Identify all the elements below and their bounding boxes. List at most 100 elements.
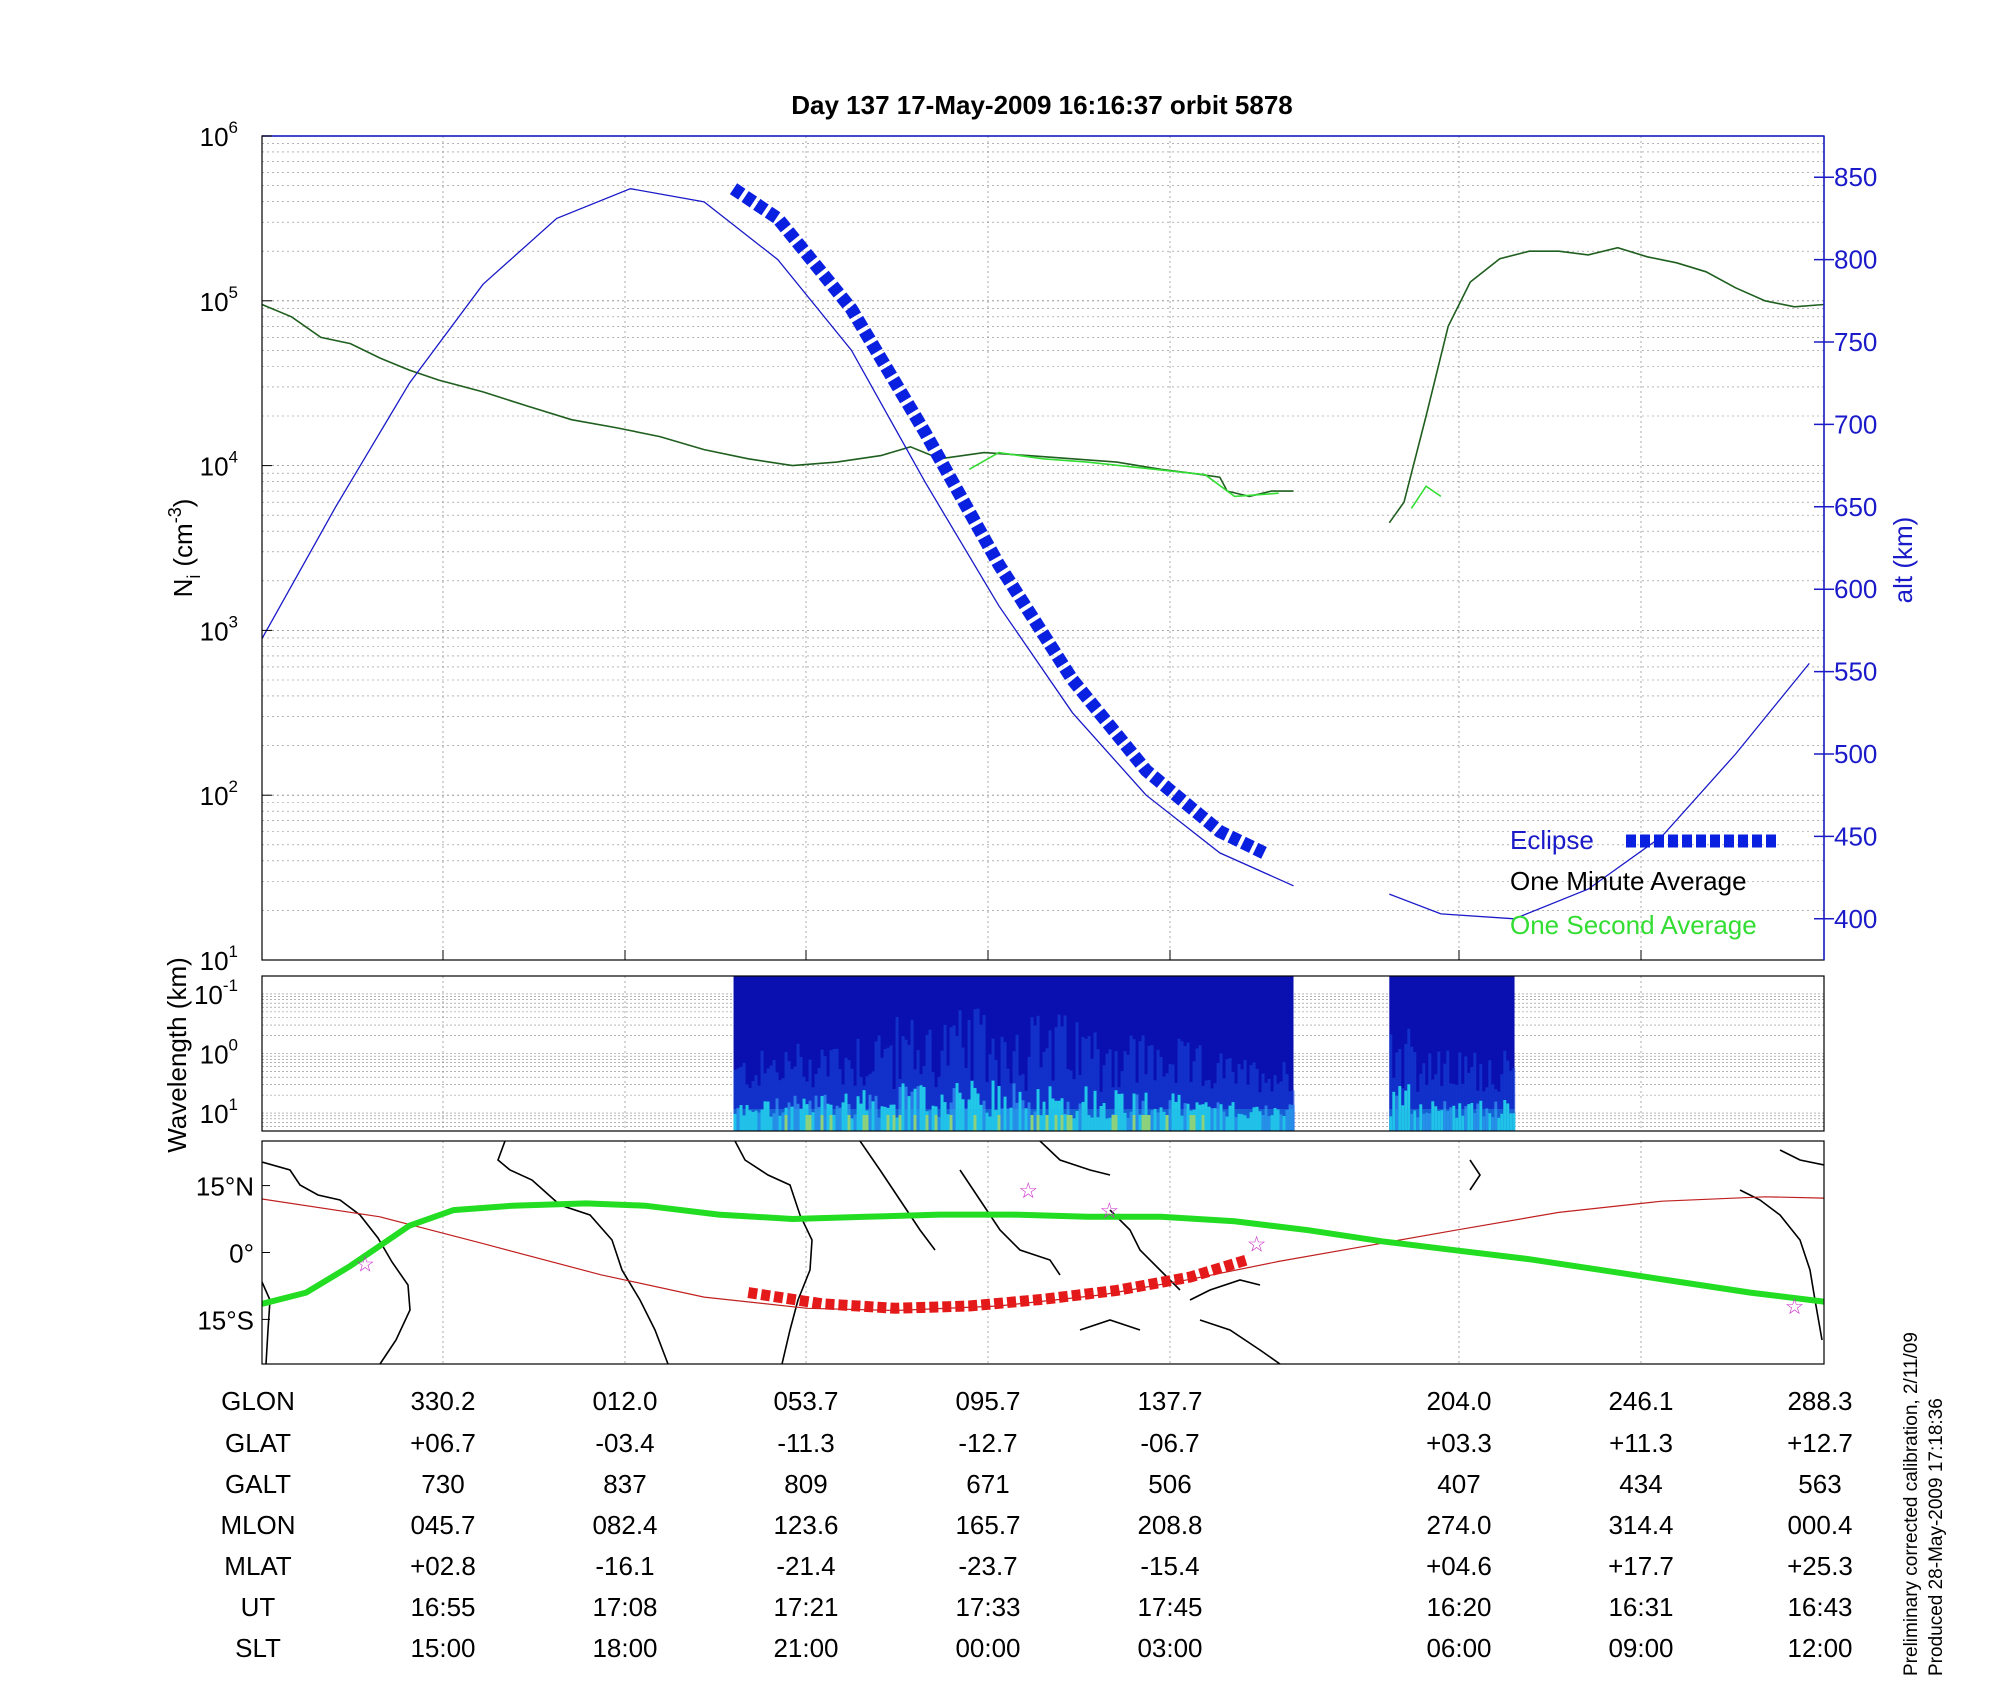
wavelength-tick-exp: 0 xyxy=(229,1036,238,1055)
table-cell: 809 xyxy=(784,1469,827,1499)
spectrogram-column xyxy=(1036,1015,1040,1131)
spectrogram-band xyxy=(1033,1111,1037,1131)
spectrogram-column xyxy=(1389,1034,1393,1131)
table-cell: 17:08 xyxy=(592,1592,657,1622)
spectrogram-band xyxy=(1222,1111,1226,1131)
spectrogram-band xyxy=(937,1117,941,1131)
spectrogram-band xyxy=(1204,1102,1208,1131)
footnote-calibration: Preliminary corrected calibration, 2/11/… xyxy=(1901,1332,1922,1676)
spectrogram-column xyxy=(1108,1049,1112,1131)
table-row-label: MLON xyxy=(220,1510,295,1540)
table-cell: 208.8 xyxy=(1137,1510,1202,1540)
spectrogram-column xyxy=(1087,1036,1091,1131)
spectrogram-band xyxy=(1291,1104,1295,1131)
spectrogram-column xyxy=(952,1025,956,1131)
one-second-series xyxy=(968,451,1279,498)
spectrogram-column xyxy=(1428,1053,1432,1131)
spectrogram-column xyxy=(1473,1052,1477,1131)
altitude-tick-label: 550 xyxy=(1834,657,1877,687)
spectrogram-column xyxy=(925,1034,929,1131)
spectrogram-column xyxy=(1285,1073,1289,1131)
spectrogram-column xyxy=(949,1027,953,1131)
spectrogram-column xyxy=(1234,1083,1238,1131)
spectrogram-band xyxy=(826,1103,830,1131)
spectrogram-band xyxy=(1446,1111,1450,1131)
spectrogram-column xyxy=(1237,1063,1241,1131)
spectrogram-band xyxy=(1392,1091,1396,1131)
spectrogram-column xyxy=(811,1087,815,1131)
coastline xyxy=(1739,1189,1823,1341)
spectrogram-column xyxy=(1033,1025,1037,1131)
spectrogram-band xyxy=(1093,1090,1097,1131)
spectrogram-peak xyxy=(784,1115,788,1131)
table-cell: 16:20 xyxy=(1426,1592,1491,1622)
star-marker: ☆ xyxy=(1099,1198,1119,1223)
spectrogram-band xyxy=(844,1093,848,1131)
spectrogram-column xyxy=(1060,1026,1064,1131)
spectrogram-band xyxy=(1156,1112,1160,1131)
density-y-label: Ni (cm-3) xyxy=(165,499,204,598)
spectrogram-column xyxy=(850,1068,854,1131)
table-cell: 407 xyxy=(1437,1469,1480,1499)
spectrogram-column xyxy=(1183,1046,1187,1131)
spectrogram-band xyxy=(946,1114,950,1131)
spectrogram-band xyxy=(1231,1102,1235,1131)
spectrogram-band xyxy=(1389,1116,1393,1131)
spectrogram-band xyxy=(751,1111,755,1131)
spectrogram-column xyxy=(754,1075,758,1131)
density-tick-exp: 1 xyxy=(229,942,238,961)
spectrogram-band xyxy=(1063,1114,1067,1131)
spectrogram-column xyxy=(1189,1081,1193,1131)
spectrogram-column xyxy=(1410,1046,1414,1131)
spectrogram-band xyxy=(1422,1113,1426,1131)
table-cell: 012.0 xyxy=(592,1386,657,1416)
spectrogram-column xyxy=(979,1024,983,1131)
spectrogram-column xyxy=(895,1016,899,1131)
spectrogram-band xyxy=(1144,1092,1148,1131)
spectrogram-peak xyxy=(1132,1115,1136,1131)
table-cell: 314.4 xyxy=(1608,1510,1673,1540)
spectrogram-band xyxy=(877,1117,881,1131)
spectrogram-column xyxy=(1267,1078,1271,1131)
table-cell: 16:43 xyxy=(1787,1592,1852,1622)
spectrogram-column xyxy=(1162,1076,1166,1131)
spectrogram-peak xyxy=(1030,1115,1034,1131)
spectrogram-blocks xyxy=(733,976,1516,1131)
spectrogram-column xyxy=(1440,1086,1444,1131)
spectrogram-band xyxy=(811,1112,815,1131)
spectrogram-band xyxy=(1183,1103,1187,1131)
spectrogram-column xyxy=(1282,1062,1286,1131)
spectrogram-column xyxy=(1141,1035,1145,1131)
spectrogram-column xyxy=(1231,1071,1235,1131)
spectrogram-band xyxy=(979,1104,983,1131)
spectrogram-column xyxy=(889,1045,893,1131)
spectrogram-band xyxy=(781,1112,785,1131)
spectrogram-column xyxy=(1042,1051,1046,1131)
spectrogram-column xyxy=(964,1067,968,1131)
spectrogram-column xyxy=(940,1050,944,1131)
spectrogram-band xyxy=(928,1110,932,1131)
spectrogram-column xyxy=(1458,1052,1462,1131)
spectrogram-column xyxy=(1084,1038,1088,1131)
spectrogram-column xyxy=(976,1008,980,1131)
spectrogram-peak xyxy=(1045,1115,1049,1131)
spectrogram-column xyxy=(856,1038,860,1131)
spectrogram-band xyxy=(1042,1101,1046,1131)
table-row-label: UT xyxy=(241,1592,276,1622)
table-cell: 837 xyxy=(603,1469,646,1499)
spectrogram-column xyxy=(943,1024,947,1131)
spectrogram-column xyxy=(1509,1070,1513,1131)
table-cell: -12.7 xyxy=(958,1428,1017,1458)
spectrogram-column xyxy=(982,1015,986,1131)
spectrogram-band xyxy=(1219,1104,1223,1131)
spectrogram-band xyxy=(742,1115,746,1131)
spectrogram-band xyxy=(1258,1111,1262,1131)
spectrogram-band xyxy=(1213,1108,1217,1131)
spectrogram-column xyxy=(1416,1091,1420,1131)
spectrogram-column xyxy=(736,1068,740,1131)
table-cell: 17:33 xyxy=(955,1592,1020,1622)
spectrogram-band xyxy=(1018,1091,1022,1131)
spectrogram-column xyxy=(1165,1073,1169,1131)
spectrogram-band xyxy=(1216,1102,1220,1131)
spectrogram-column xyxy=(835,1048,839,1131)
